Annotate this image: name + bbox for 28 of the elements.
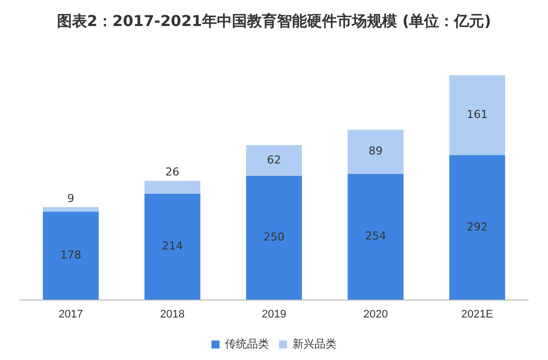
data-label: 161 bbox=[466, 108, 488, 122]
data-label: 9 bbox=[67, 192, 74, 205]
bar bbox=[449, 155, 506, 300]
bar bbox=[348, 174, 404, 300]
data-label: 62 bbox=[267, 153, 281, 166]
bar bbox=[348, 130, 404, 174]
x-tick-label: 2019 bbox=[262, 308, 286, 320]
x-tick-label: 2018 bbox=[160, 308, 185, 320]
x-tick-label: 2017 bbox=[58, 308, 84, 320]
bar bbox=[42, 207, 99, 212]
legend-label: 传统品类 bbox=[225, 338, 269, 351]
bar bbox=[246, 176, 302, 300]
data-label: 250 bbox=[264, 230, 284, 244]
legend-label: 新兴品类 bbox=[292, 338, 336, 351]
bar bbox=[246, 145, 302, 176]
bar bbox=[449, 75, 506, 156]
x-tick-label: 2020 bbox=[363, 308, 388, 320]
data-label: 292 bbox=[466, 220, 488, 234]
bar bbox=[144, 194, 200, 300]
x-tick-label: 2021E bbox=[461, 308, 494, 320]
bar bbox=[144, 180, 200, 194]
bar bbox=[42, 212, 99, 300]
data-label: 214 bbox=[162, 240, 183, 253]
data-label: 254 bbox=[365, 230, 386, 243]
data-label: 178 bbox=[60, 248, 82, 262]
data-label: 26 bbox=[165, 166, 180, 179]
chart-title: 图表2：2017-2021年中国教育智能硬件市场规模 (单位：亿元) bbox=[56, 11, 492, 32]
data-label: 89 bbox=[368, 144, 383, 158]
